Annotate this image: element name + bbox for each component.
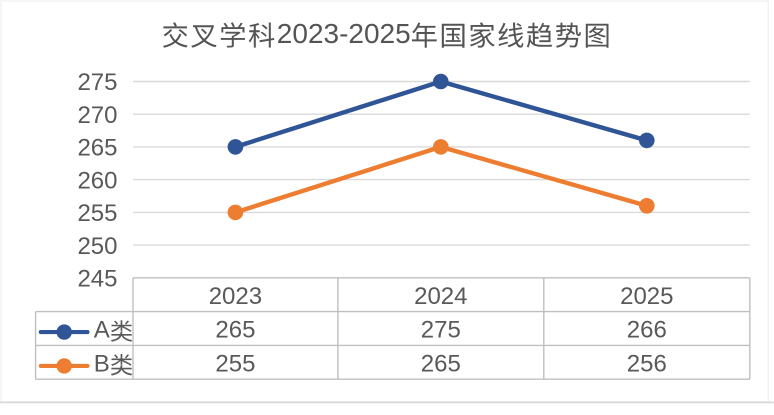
svg-text:245: 245	[77, 266, 117, 293]
svg-text:265: 265	[421, 351, 461, 378]
svg-text:2023: 2023	[209, 283, 262, 310]
svg-text:265: 265	[77, 135, 117, 162]
svg-text:A: A	[94, 317, 110, 344]
svg-text:2024: 2024	[414, 283, 467, 310]
svg-text:275: 275	[77, 69, 117, 96]
svg-text:275: 275	[421, 317, 461, 344]
svg-text:250: 250	[77, 233, 117, 260]
svg-text:2025: 2025	[620, 283, 673, 310]
svg-text:255: 255	[77, 200, 117, 227]
svg-text:260: 260	[77, 167, 117, 194]
svg-text:270: 270	[77, 102, 117, 129]
svg-text:2023-2025: 2023-2025	[277, 18, 411, 49]
svg-text:255: 255	[215, 351, 255, 378]
svg-text:265: 265	[215, 317, 255, 344]
svg-text:266: 266	[627, 317, 667, 344]
svg-text:B: B	[94, 351, 110, 378]
svg-text:256: 256	[627, 351, 667, 378]
